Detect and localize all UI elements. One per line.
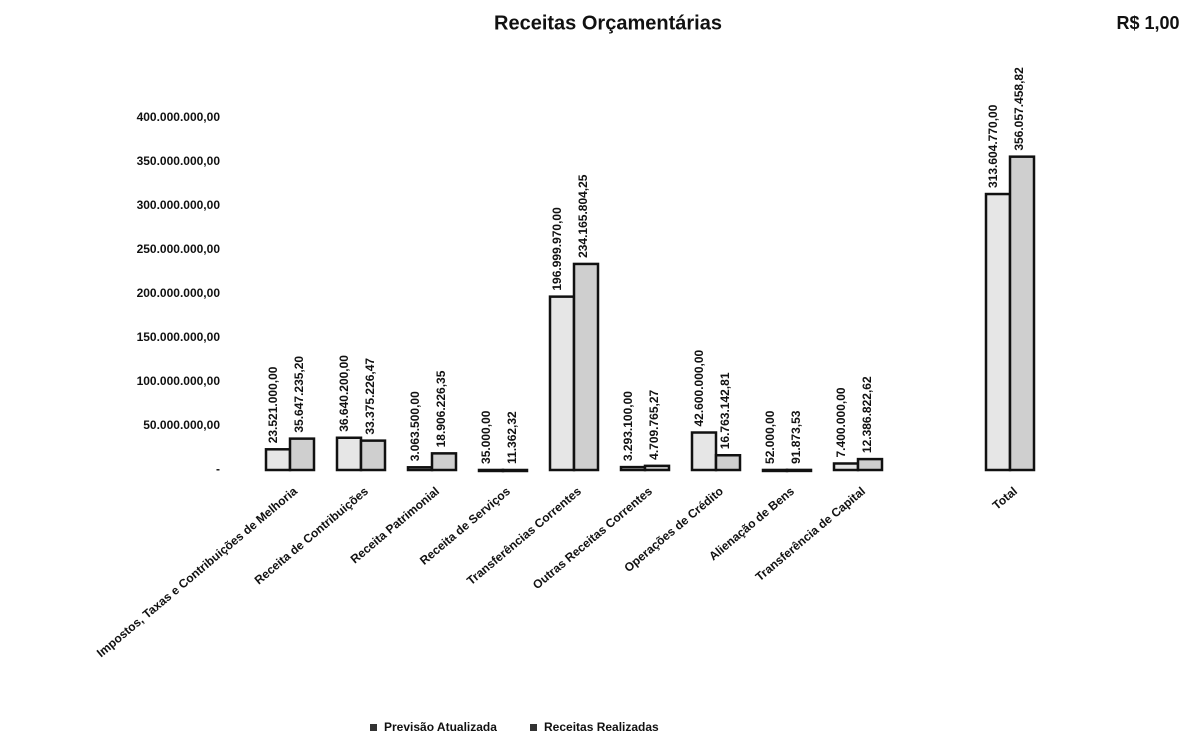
value-label: 3.293.100,00 [621,391,635,461]
x-tick-label: Transferências Correntes [464,484,584,588]
y-tick-label: - [216,462,220,476]
value-label: 3.063.500,00 [408,391,422,461]
bar [430,452,458,472]
x-tick-label: Receita de Contribuições [252,484,372,588]
value-label: 52.000,00 [763,410,777,464]
value-label: 356.057.458,82 [1012,67,1026,151]
y-tick-label: 200.000.000,00 [137,286,221,300]
value-label: 4.709.765,27 [647,389,661,459]
y-tick-label: 400.000.000,00 [137,110,221,124]
value-label: 42.600.000,00 [692,349,706,426]
legend-swatch [370,724,377,731]
value-label: 234.165.804,25 [576,174,590,258]
value-label: 91.873,53 [789,410,803,464]
y-tick-label: 150.000.000,00 [137,330,221,344]
bar [643,464,671,472]
legend-label: Receitas Realizadas [544,720,659,734]
value-label: 23.521.000,00 [266,366,280,443]
bar [548,295,576,472]
y-tick-label: 350.000.000,00 [137,154,221,168]
bar [690,431,718,472]
y-tick-label: 50.000.000,00 [143,418,220,432]
bar [477,468,505,473]
value-label: 196.999.970,00 [550,207,564,291]
y-tick-label: 250.000.000,00 [137,242,221,256]
bar [761,468,789,473]
value-label: 36.640.200,00 [337,355,351,432]
value-label: 12.386.822,62 [860,376,874,453]
value-label: 35.000,00 [479,410,493,464]
bar [406,466,434,472]
value-label: 313.604.770,00 [986,104,1000,188]
legend-swatch [530,724,537,731]
bar [572,262,600,472]
value-label: 33.375.226,47 [363,358,377,435]
bar [714,453,742,472]
value-label: 18.906.226,35 [434,370,448,447]
unit-annotation: R$ 1,00 [1116,13,1179,33]
bar [619,465,647,472]
bar [288,437,316,472]
value-label: 35.647.235,20 [292,356,306,433]
y-tick-label: 300.000.000,00 [137,198,221,212]
chart-title: Receitas Orçamentárias [494,12,722,34]
bar [264,448,292,472]
bar [1008,155,1036,472]
bar [984,192,1012,472]
value-label: 11.362,32 [505,411,519,464]
bar [335,436,363,472]
value-label: 16.763.142,81 [718,372,732,449]
x-tick-label: Outras Receitas Correntes [530,484,655,592]
bar [832,462,860,472]
legend-label: Previsão Atualizada [384,720,497,734]
value-label: 7.400.000,00 [834,387,848,457]
bar [856,457,884,472]
bar [359,439,387,472]
bar [785,468,813,473]
x-tick-label: Total [990,484,1020,513]
y-tick-label: 100.000.000,00 [137,374,221,388]
bar [501,468,529,473]
